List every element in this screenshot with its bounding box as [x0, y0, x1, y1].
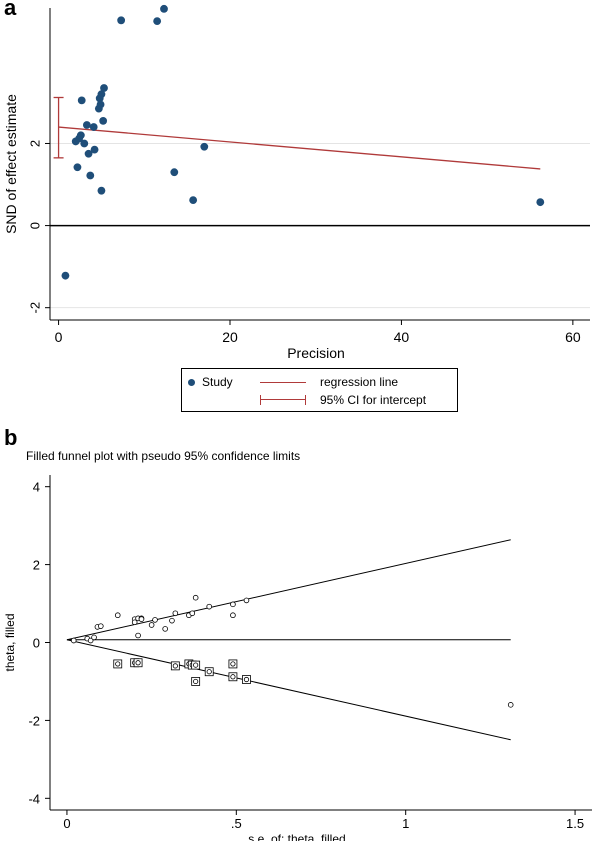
observed-study-point: [507, 702, 514, 708]
study-point: [80, 139, 89, 148]
x-tick-label: 40: [394, 329, 410, 345]
x-tick-label: 0: [63, 816, 70, 831]
panel-a-label: a: [4, 0, 17, 20]
filled-study-point: [230, 674, 236, 680]
regression-line: [58, 126, 541, 170]
chart-title: Filled funnel plot with pseudo 95% confi…: [26, 449, 300, 463]
x-tick-label: 60: [565, 329, 581, 345]
y-tick-label: 2: [33, 558, 40, 573]
observed-study-point: [206, 603, 213, 610]
study-point: [153, 17, 162, 26]
study-point: [84, 149, 93, 158]
filled-study-point: [115, 661, 121, 667]
study-point: [73, 163, 82, 172]
study-point: [97, 90, 106, 99]
legend-ci-label: 95% CI for intercept: [320, 393, 427, 407]
study-point: [89, 123, 98, 131]
study-marker-icon: [188, 378, 195, 386]
observed-study-point: [152, 617, 158, 623]
observed-study-point: [138, 616, 145, 622]
observed-study-point: [114, 612, 121, 619]
regression-line-icon: [260, 381, 306, 383]
y-tick-label: 0: [27, 222, 42, 229]
study-point: [77, 96, 86, 105]
panel-b-label: b: [4, 425, 18, 450]
ci-bar-icon: [258, 395, 308, 405]
study-point: [200, 142, 209, 151]
study-point: [82, 121, 91, 129]
filled-study-point: [206, 669, 212, 675]
legend-regression-label: regression line: [320, 375, 399, 389]
observed-study-point: [172, 610, 179, 617]
y-tick-label: 4: [33, 480, 40, 495]
funnel-plot-chart: Filled funnel plot with pseudo 95% confi…: [3, 449, 592, 841]
x-tick-label: 1.5: [566, 816, 584, 831]
x-tick-label: 0: [55, 329, 63, 345]
study-point: [160, 4, 168, 13]
legend-entry-regression: regression line: [260, 374, 398, 390]
x-axis-label: s.e. of: theta, filled: [248, 832, 345, 841]
observed-study-point: [230, 601, 236, 608]
x-tick-label: 1: [402, 816, 409, 831]
x-tick-label: 20: [222, 329, 238, 345]
study-point: [86, 171, 95, 180]
observed-study-point: [189, 610, 196, 617]
study-point: [61, 271, 70, 280]
observed-study-point: [148, 622, 155, 628]
observed-study-point: [98, 623, 104, 629]
observed-study-point: [230, 612, 236, 619]
observed-study-point: [192, 594, 199, 601]
study-point: [536, 198, 545, 207]
y-tick-label: -2: [28, 713, 40, 728]
observed-study-point: [131, 619, 138, 626]
study-point: [76, 131, 85, 140]
filled-study-point: [135, 660, 141, 666]
y-axis-label: SND of effect estimate: [3, 94, 19, 234]
observed-study-point: [70, 637, 77, 644]
study-point: [99, 116, 108, 125]
filled-study-point: [172, 663, 178, 669]
funnel-upper-limit: [66, 539, 511, 641]
study-point: [100, 84, 108, 92]
legend-entry-study: Study: [188, 374, 233, 390]
observed-study-point: [162, 626, 168, 632]
study-point: [189, 196, 198, 205]
observed-study-point: [243, 597, 250, 604]
filled-study-point: [243, 676, 250, 683]
filled-study-point: [193, 678, 199, 685]
study-point: [170, 168, 179, 177]
x-tick-label: .5: [231, 816, 242, 831]
y-tick-label: -4: [28, 791, 40, 806]
legend-entry-ci: 95% CI for intercept: [258, 392, 426, 408]
study-point: [90, 145, 99, 154]
y-tick-label: 0: [33, 636, 40, 651]
observed-study-point: [135, 632, 141, 639]
observed-study-point: [169, 617, 175, 624]
study-point: [97, 186, 106, 195]
chart-legend: Study regression line 95% CI for interce…: [181, 368, 458, 412]
observed-study-point: [87, 637, 94, 644]
filled-study-point: [230, 661, 236, 667]
study-point: [117, 16, 126, 25]
funnel-lower-limit: [66, 639, 511, 741]
filled-study-point: [193, 662, 199, 668]
y-axis-label: theta, filled: [3, 613, 17, 671]
x-axis-label: Precision: [287, 345, 345, 361]
study-point: [96, 100, 105, 109]
legend-study-label: Study: [202, 375, 233, 389]
observed-study-point: [91, 634, 97, 641]
y-tick-label: -2: [27, 302, 42, 314]
y-tick-label: 2: [27, 140, 42, 147]
